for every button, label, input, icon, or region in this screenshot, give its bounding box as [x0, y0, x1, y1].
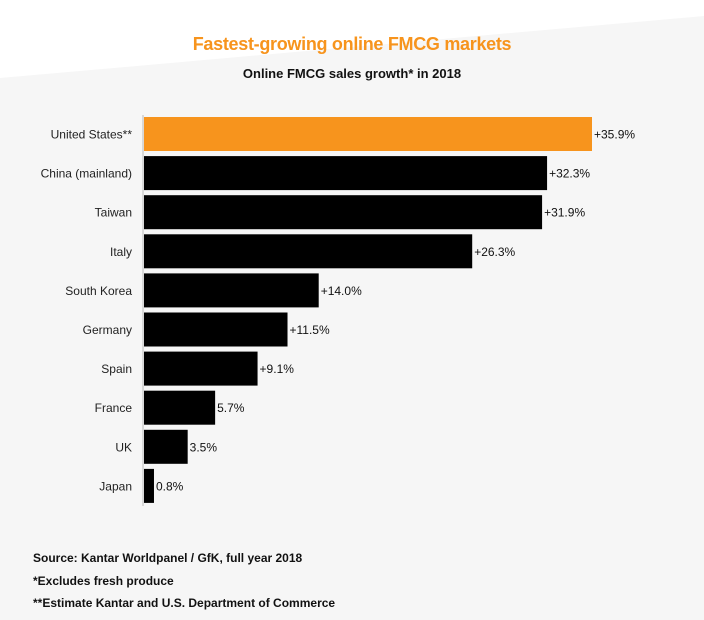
chart-subtitle: Online FMCG sales growth* in 2018 [242, 66, 462, 81]
category-label: China (mainland) [41, 167, 132, 181]
category-label: Italy [110, 245, 132, 259]
data-label: +11.5% [290, 323, 330, 337]
source-note: Source: Kantar Worldpanel / GfK, full ye… [33, 551, 303, 565]
bar [144, 234, 473, 269]
bar [144, 312, 288, 347]
category-label: Germany [83, 323, 132, 337]
data-label: 3.5% [190, 440, 218, 454]
chart-title: Fastest-growing online FMCG markets [192, 34, 512, 54]
category-label: United States** [51, 128, 133, 142]
data-label: +26.3% [474, 245, 515, 259]
category-label: Japan [99, 479, 132, 493]
bar [144, 156, 548, 191]
footnotes: Source: Kantar Worldpanel / GfK, full ye… [33, 547, 335, 615]
data-label: +32.3% [549, 167, 590, 181]
footnote-fresh-produce: *Excludes fresh produce [33, 573, 174, 588]
category-label: Taiwan [95, 206, 132, 220]
bar [144, 351, 258, 386]
data-label: +35.9% [594, 128, 635, 142]
category-label: France [95, 401, 133, 415]
category-label: South Korea [65, 284, 132, 298]
footnote-estimate: **Estimate Kantar and U.S. Department of… [33, 596, 336, 610]
bar [144, 273, 319, 308]
data-label: +14.0% [321, 284, 362, 298]
category-label: Spain [101, 362, 132, 376]
data-label: 0.8% [156, 479, 184, 493]
category-label: UK [115, 440, 132, 454]
data-label: 5.7% [217, 401, 245, 415]
data-label: +31.9% [544, 206, 585, 220]
bar [144, 117, 592, 151]
data-label: +9.1% [260, 362, 295, 376]
bar [144, 390, 216, 425]
bar [144, 195, 543, 230]
bar-chart: United States** +35.9% China (mainland) +32… [41, 115, 635, 506]
bar [144, 468, 154, 503]
bar [144, 429, 188, 464]
